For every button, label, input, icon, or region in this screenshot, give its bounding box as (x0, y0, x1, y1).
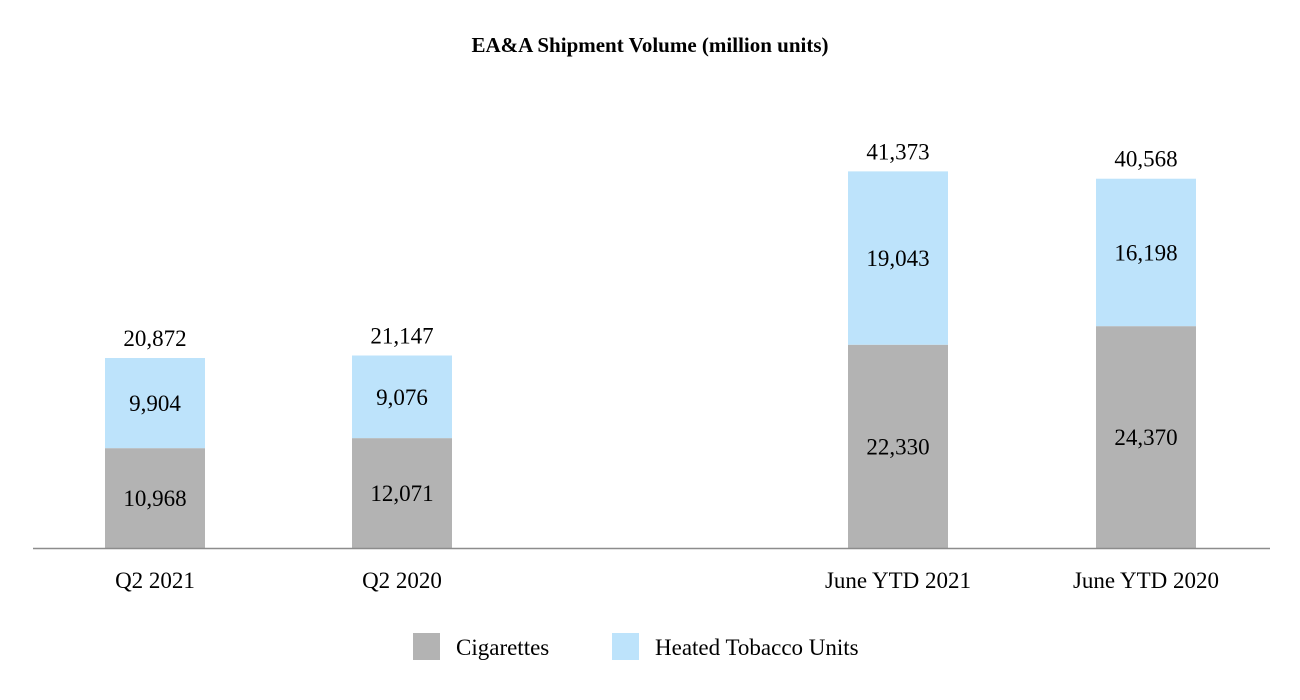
legend-swatch (612, 633, 639, 660)
bar-heated-tobacco-units (105, 358, 205, 449)
legend-label: Cigarettes (456, 635, 549, 660)
bar-cigarettes (105, 448, 205, 548)
data-label: 9,076 (376, 385, 428, 410)
bar-cigarettes (1096, 326, 1196, 548)
total-label: 40,568 (1114, 147, 1177, 172)
data-label: 12,071 (370, 481, 433, 506)
x-tick-label: June YTD 2021 (825, 568, 971, 593)
legend-swatch (413, 633, 440, 660)
x-tick-label: June YTD 2020 (1073, 568, 1219, 593)
data-label: 22,330 (866, 434, 929, 459)
bar-cigarettes (848, 344, 948, 548)
x-tick-label: Q2 2021 (115, 568, 195, 593)
bar-heated-tobacco-units (1096, 178, 1196, 327)
legend-label: Heated Tobacco Units (655, 635, 859, 660)
legend: Cigarettes Heated Tobacco Units (413, 633, 859, 660)
chart-title: EA&A Shipment Volume (million units) (471, 33, 828, 57)
data-label: 16,198 (1114, 240, 1177, 265)
bar-heated-tobacco-units (352, 355, 452, 439)
data-label: 10,968 (123, 486, 186, 511)
total-label: 21,147 (370, 323, 433, 348)
data-label: 9,904 (129, 391, 181, 416)
x-tick-label: Q2 2020 (362, 568, 442, 593)
total-label: 20,872 (123, 326, 186, 351)
data-label: 19,043 (866, 246, 929, 271)
bar-cigarettes (352, 438, 452, 548)
bar-heated-tobacco-units (848, 171, 948, 345)
data-label: 24,370 (1114, 425, 1177, 450)
total-label: 41,373 (866, 139, 929, 164)
